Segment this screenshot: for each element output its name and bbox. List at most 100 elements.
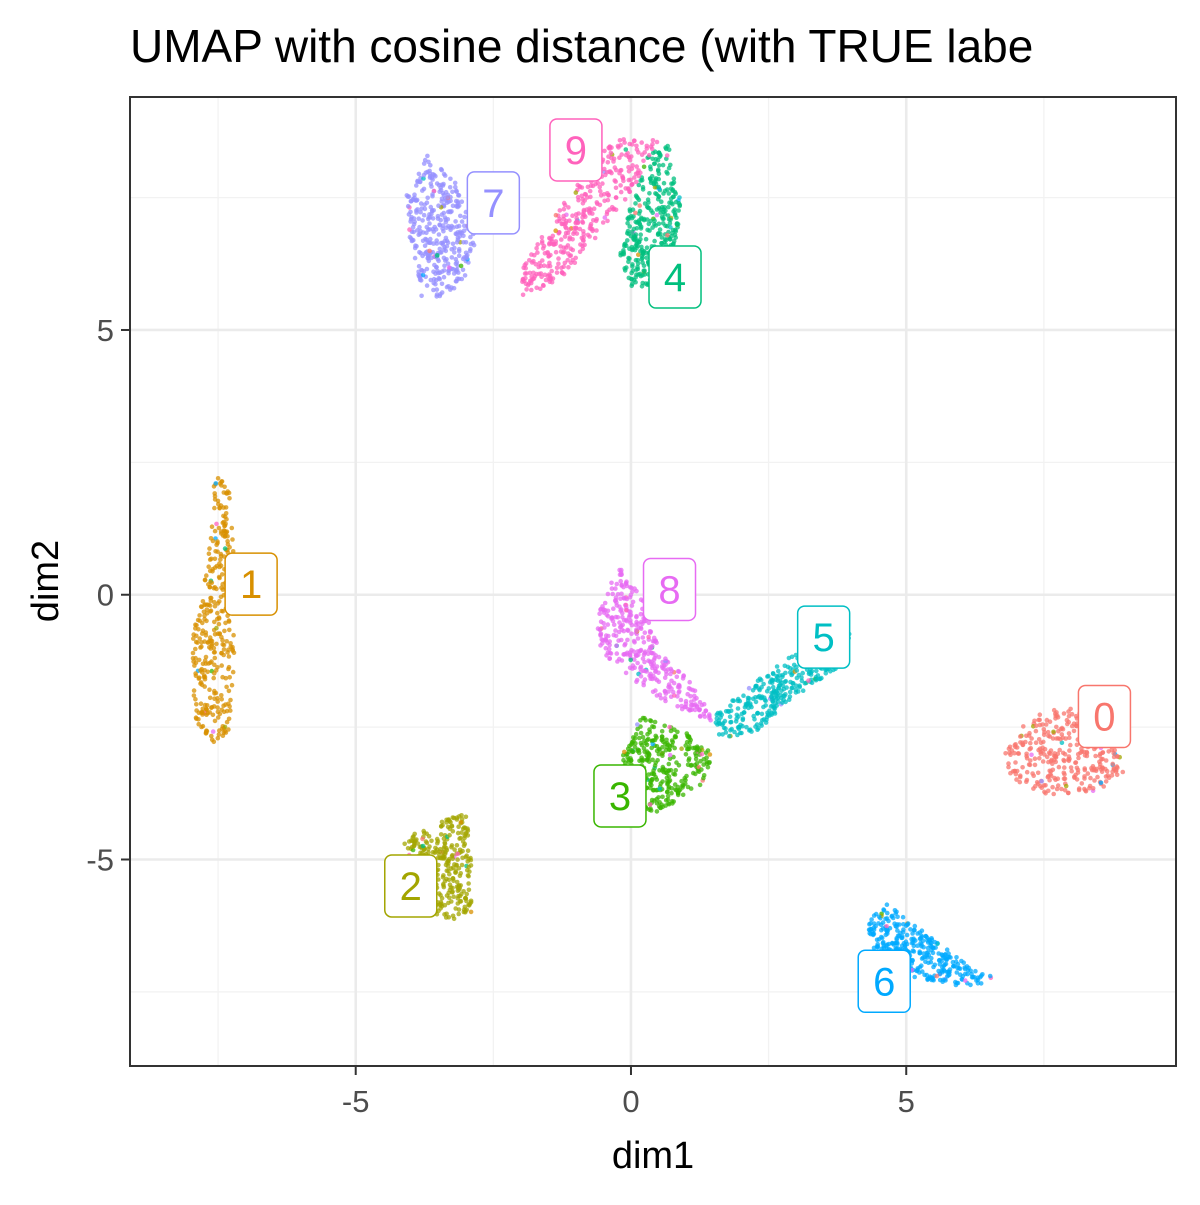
data-point <box>410 835 416 840</box>
data-point <box>219 697 224 702</box>
data-point <box>775 695 781 701</box>
data-point <box>598 188 603 194</box>
data-point <box>623 608 629 613</box>
data-point <box>660 750 665 756</box>
data-point <box>452 245 457 251</box>
cluster-label-text: 4 <box>664 256 686 300</box>
data-point <box>1024 756 1030 761</box>
data-point <box>672 207 677 212</box>
data-point <box>1028 745 1034 751</box>
data-point <box>666 147 672 152</box>
data-point <box>462 214 467 220</box>
data-point <box>1033 728 1039 734</box>
data-point <box>779 688 784 693</box>
data-point <box>212 632 218 637</box>
data-point <box>1075 752 1081 757</box>
data-point <box>202 668 207 673</box>
data-point <box>1068 765 1074 770</box>
data-point <box>658 695 664 701</box>
data-point <box>714 716 720 721</box>
data-point <box>554 265 560 271</box>
data-point <box>656 670 661 676</box>
data-point <box>431 276 437 282</box>
data-point <box>219 608 224 614</box>
data-point <box>623 152 629 158</box>
data-point <box>1034 780 1040 785</box>
data-point <box>1058 736 1063 742</box>
data-point <box>950 959 956 965</box>
data-point <box>881 939 886 945</box>
data-point <box>435 253 440 258</box>
data-point <box>675 790 681 796</box>
data-point <box>697 707 703 712</box>
data-point <box>442 902 448 908</box>
cluster-label-box <box>224 552 278 616</box>
data-point <box>699 751 705 757</box>
data-point <box>751 713 756 719</box>
data-point <box>641 164 647 170</box>
data-point <box>1051 729 1056 735</box>
data-point <box>605 218 610 224</box>
data-point <box>630 207 636 212</box>
data-point <box>1024 777 1030 783</box>
data-point <box>675 784 681 790</box>
data-point <box>422 157 428 163</box>
axes: -5 0 5 -5 0 5 <box>86 313 914 1119</box>
data-point <box>641 158 646 164</box>
data-point <box>431 287 436 293</box>
chart-title: UMAP with cosine distance (with TRUE lab… <box>130 20 1033 72</box>
data-point <box>679 746 684 751</box>
data-point <box>915 943 920 948</box>
data-point <box>666 204 671 210</box>
data-point <box>581 229 586 234</box>
cluster-label-7: 7 <box>466 171 521 235</box>
data-point <box>429 838 434 844</box>
data-point <box>229 525 235 531</box>
data-point <box>547 260 552 266</box>
data-point <box>559 265 564 271</box>
data-point <box>198 701 204 706</box>
data-point <box>775 699 781 704</box>
data-point <box>422 251 428 256</box>
data-point <box>614 651 620 656</box>
data-point <box>466 903 472 908</box>
data-point <box>654 777 660 782</box>
data-point <box>460 267 466 273</box>
data-point <box>647 673 652 678</box>
data-point <box>1027 762 1033 768</box>
data-point <box>222 546 228 551</box>
data-point <box>594 228 599 233</box>
data-point <box>203 661 209 666</box>
data-point <box>621 584 626 590</box>
data-point <box>1073 760 1078 765</box>
data-point <box>618 578 623 584</box>
data-point <box>409 844 415 850</box>
data-point <box>570 213 575 218</box>
data-point <box>191 693 197 698</box>
data-point <box>410 225 416 230</box>
data-point <box>456 907 462 912</box>
data-point <box>1090 786 1096 791</box>
data-point <box>633 210 638 216</box>
data-point <box>466 864 472 870</box>
data-point <box>761 704 766 710</box>
data-point <box>451 285 457 291</box>
data-point <box>446 877 452 883</box>
data-point <box>587 188 593 194</box>
data-point <box>735 732 740 738</box>
data-point <box>680 792 686 798</box>
data-point <box>794 668 800 673</box>
data-point <box>954 955 959 960</box>
data-point <box>218 551 224 557</box>
data-point <box>209 556 214 562</box>
data-point <box>629 182 634 188</box>
data-point <box>442 840 448 845</box>
data-point <box>441 210 447 216</box>
cluster-label-8: 8 <box>642 557 697 622</box>
data-point <box>416 274 422 279</box>
data-point <box>621 757 626 763</box>
data-point <box>556 261 561 267</box>
data-point <box>1059 740 1065 745</box>
data-point <box>433 281 438 287</box>
data-point <box>623 147 629 152</box>
